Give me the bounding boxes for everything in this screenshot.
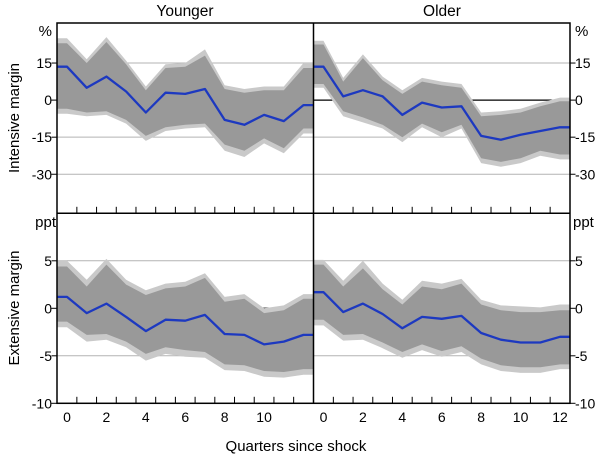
x-tick-label: 2 xyxy=(359,409,367,425)
y-tick-label-right: -15 xyxy=(575,129,595,145)
x-tick-label: 10 xyxy=(513,409,529,425)
y-tick-label-left: -30 xyxy=(32,166,52,182)
y-tick-label-left: 5 xyxy=(44,253,52,269)
x-tick-label: 2 xyxy=(103,409,111,425)
unit-label-percent-right: % xyxy=(575,23,589,40)
confidence-band-inner-top-left xyxy=(57,42,314,151)
row-label-intensive-margin: Intensive margin xyxy=(5,62,23,174)
y-tick-label-right: 0 xyxy=(575,92,583,108)
x-tick-label: 6 xyxy=(181,409,189,425)
y-tick-label-right: 0 xyxy=(575,300,583,316)
x-tick-label: 4 xyxy=(142,409,150,425)
estimate-line-top-right xyxy=(313,65,570,141)
unit-label-ppt-right: ppt xyxy=(573,214,594,231)
x-tick-label: 10 xyxy=(256,409,272,425)
x-tick-label: 6 xyxy=(438,409,446,425)
estimate-line-bottom-right xyxy=(313,291,570,344)
x-tick-label: 4 xyxy=(398,409,406,425)
column-title-younger: Younger xyxy=(156,3,214,20)
confidence-band-inner-bottom-left xyxy=(57,264,314,372)
y-tick-label-left: 15 xyxy=(36,55,52,71)
confidence-band-inner-top-right xyxy=(313,44,570,162)
y-tick-label-left: -15 xyxy=(32,129,52,145)
y-tick-label-left: 0 xyxy=(44,300,52,316)
unit-label-ppt-left: ppt xyxy=(35,214,56,231)
y-tick-label-left: -5 xyxy=(40,348,53,364)
x-tick-label: 0 xyxy=(63,409,71,425)
x-tick-label: 0 xyxy=(320,409,328,425)
column-title-older: Older xyxy=(423,3,461,20)
row-label-extensive-margin: Extensive margin xyxy=(5,250,23,366)
y-tick-label-left: -10 xyxy=(32,395,52,411)
y-tick-label-left: 0 xyxy=(44,92,52,108)
estimate-line-top-left xyxy=(57,65,314,126)
unit-label-percent-left: % xyxy=(38,23,52,40)
x-axis-title: Quarters since shock xyxy=(225,438,367,455)
estimate-line-bottom-left xyxy=(57,295,314,346)
x-tick-label: 8 xyxy=(221,409,229,425)
y-tick-label-right: -30 xyxy=(575,166,595,182)
y-tick-label-right: -10 xyxy=(575,395,595,411)
y-tick-label-right: -5 xyxy=(575,348,588,364)
x-tick-label: 8 xyxy=(477,409,485,425)
x-tick-label: 12 xyxy=(552,409,568,425)
y-tick-label-right: 5 xyxy=(575,253,583,269)
y-tick-label-right: 15 xyxy=(575,55,591,71)
